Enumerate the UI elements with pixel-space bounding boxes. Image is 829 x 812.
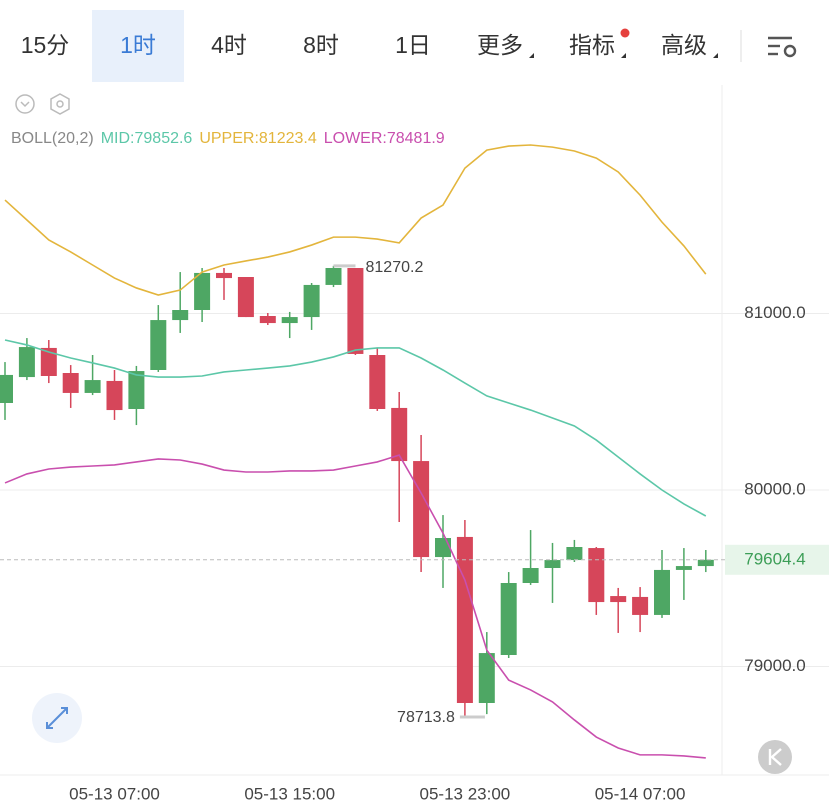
last-price-box <box>725 544 829 575</box>
settings-icon[interactable] <box>768 36 797 58</box>
boll-line <box>4 454 706 759</box>
candle-body <box>588 548 605 603</box>
gear-icon[interactable] <box>50 93 70 115</box>
candle-body <box>303 284 320 318</box>
legend-item: BOLL(20,2) <box>11 130 94 147</box>
x-tick-label: 05-14 07:00 <box>595 784 686 803</box>
tab[interactable]: 15分 <box>21 32 70 58</box>
candle-body <box>18 347 35 378</box>
tab[interactable]: 4时 <box>211 32 247 58</box>
candle-body <box>216 272 232 279</box>
max-label: 81270.2 <box>366 259 424 276</box>
candle-body <box>259 316 276 324</box>
candle-body <box>128 371 145 409</box>
candle-body <box>172 310 189 321</box>
tab[interactable]: 1时 <box>120 32 156 58</box>
active-tab-bg <box>92 10 184 82</box>
candle-body <box>500 583 517 655</box>
candle-body <box>675 566 692 570</box>
dropdown-caret <box>529 53 534 58</box>
tab[interactable]: 更多 <box>477 32 523 58</box>
candle-body <box>325 268 342 285</box>
candle-body <box>435 538 451 558</box>
candle-body <box>610 596 627 603</box>
tab[interactable]: 指标 <box>569 32 615 58</box>
tab[interactable]: 1日 <box>395 32 431 58</box>
candle-body <box>150 320 167 370</box>
expand-button[interactable] <box>32 693 82 743</box>
candle-body <box>106 380 123 411</box>
dropdown-caret <box>621 53 626 58</box>
candle-body <box>237 277 254 318</box>
candle-body <box>566 547 583 561</box>
x-tick-label: 05-13 07:00 <box>69 784 160 803</box>
legend-item: MID:79852.6 <box>101 130 193 147</box>
x-tick-label: 05-13 15:00 <box>244 784 335 803</box>
boll-line <box>4 339 707 517</box>
legend-item: UPPER:81223.4 <box>199 130 317 147</box>
boll-line <box>4 144 707 296</box>
candle-body <box>62 373 79 393</box>
candle-body <box>522 568 539 583</box>
candle-body <box>194 272 211 310</box>
badge-dot <box>620 28 630 38</box>
candle-body <box>0 374 13 403</box>
candle-body <box>544 560 561 568</box>
candle-body <box>347 268 364 354</box>
tab[interactable]: 高级 <box>661 32 707 58</box>
plot: 79000.0 80000.0 81000.0 05-13 07:00 05-13 15… <box>0 130 829 803</box>
tab[interactable]: 8时 <box>303 32 339 58</box>
min-label: 78713.8 <box>397 709 455 726</box>
candle-body <box>413 461 430 558</box>
candle-body <box>697 559 714 567</box>
candle-body <box>281 317 298 324</box>
candle-body <box>84 380 101 393</box>
last-price-label: 79604.4 <box>744 549 805 568</box>
y-tick-label: 81000.0 <box>744 303 805 322</box>
candle-body <box>391 407 408 462</box>
candle-body <box>478 653 495 703</box>
dropdown-caret <box>713 53 718 58</box>
candle-body <box>654 569 670 615</box>
y-tick-label: 79000.0 <box>744 656 805 675</box>
y-tick-label: 80000.0 <box>744 479 805 498</box>
candle-body <box>40 347 57 376</box>
candle-body <box>632 596 649 615</box>
x-tick-label: 05-13 23:00 <box>420 784 511 803</box>
indicator-legend: BOLL(20,2) MID:79852.6 UPPER:81223.4 LOWER:… <box>11 130 445 147</box>
legend-item: LOWER:78481.9 <box>324 130 445 147</box>
candle-body <box>456 536 473 703</box>
k-button[interactable] <box>758 740 792 774</box>
candle-body <box>369 355 386 409</box>
collapse-icon[interactable] <box>15 94 35 114</box>
